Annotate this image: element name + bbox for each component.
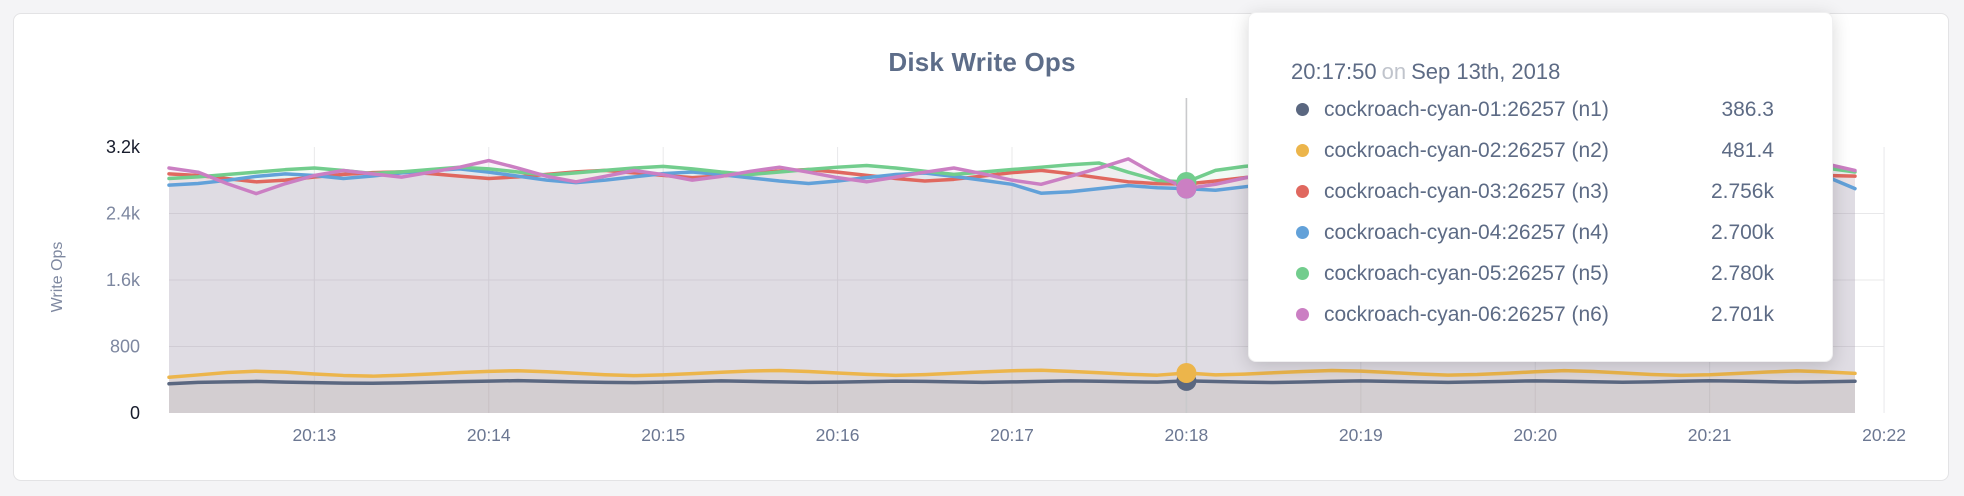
tooltip: 20:17:50 on Sep 13th, 2018 cockroach-cyan-… <box>1248 12 1833 362</box>
x-axis-tick-label: 20:22 <box>1862 425 1906 445</box>
tooltip-date: Sep 13th, 2018 <box>1411 59 1561 84</box>
series-value: 386.3 <box>1721 97 1774 121</box>
x-axis-tick-label: 20:14 <box>467 425 511 445</box>
series-area-n1 <box>169 380 1856 413</box>
tooltip-row: cockroach-cyan-06:26257 (n6) 2.701k <box>1291 294 1774 335</box>
series-line-n2[interactable] <box>167 368 1857 380</box>
y-axis-tick-label: 1.6k <box>106 270 141 290</box>
hover-point-n2[interactable] <box>1176 362 1197 383</box>
x-axis-tick-label: 20:17 <box>990 425 1034 445</box>
hover-point-n6[interactable] <box>1176 178 1197 199</box>
series-color-dot <box>1296 185 1309 198</box>
y-axis-tick-label: 3.2k <box>106 137 141 157</box>
series-value: 2.701k <box>1710 302 1774 326</box>
x-axis-tick-label: 20:13 <box>292 425 336 445</box>
series-name: cockroach-cyan-04:26257 (n4) <box>1324 220 1609 244</box>
series-name: cockroach-cyan-02:26257 (n2) <box>1324 138 1609 162</box>
series-name: cockroach-cyan-05:26257 (n5) <box>1324 261 1609 285</box>
series-color-dot <box>1296 144 1309 157</box>
series-line-n1[interactable] <box>167 378 1857 386</box>
series-color-dot <box>1296 226 1309 239</box>
series-name: cockroach-cyan-06:26257 (n6) <box>1324 302 1609 326</box>
tooltip-row: cockroach-cyan-03:26257 (n3) 2.756k <box>1291 171 1774 212</box>
tooltip-conjunction: on <box>1381 59 1407 84</box>
tooltip-header: 20:17:50 on Sep 13th, 2018 <box>1291 59 1774 89</box>
x-axis-tick-label: 20:16 <box>816 425 860 445</box>
series-value: 2.780k <box>1710 261 1774 285</box>
x-axis-tick-label: 20:21 <box>1688 425 1732 445</box>
x-axis-tick-label: 20:15 <box>641 425 685 445</box>
tooltip-row: cockroach-cyan-05:26257 (n5) 2.780k <box>1291 253 1774 294</box>
y-axis-tick-label: 0 <box>130 403 140 423</box>
tooltip-row: cockroach-cyan-01:26257 (n1) 386.3 <box>1291 89 1774 130</box>
y-axis-tick-label: 800 <box>110 337 140 357</box>
series-color-dot <box>1296 267 1309 280</box>
x-axis-tick-label: 20:18 <box>1165 425 1209 445</box>
series-value: 2.756k <box>1710 179 1774 203</box>
tooltip-time: 20:17:50 <box>1291 59 1377 84</box>
tooltip-rows: cockroach-cyan-01:26257 (n1) 386.3 cockroa… <box>1291 89 1774 335</box>
series-name: cockroach-cyan-01:26257 (n1) <box>1324 97 1609 121</box>
series-name: cockroach-cyan-03:26257 (n3) <box>1324 179 1609 203</box>
x-axis-tick-label: 20:20 <box>1513 425 1557 445</box>
chart-title: Disk Write Ops <box>888 47 1076 77</box>
tooltip-row: cockroach-cyan-04:26257 (n4) 2.700k <box>1291 212 1774 253</box>
y-axis-tick-label: 2.4k <box>106 204 141 224</box>
x-axis-tick-label: 20:19 <box>1339 425 1383 445</box>
series-color-dot <box>1296 103 1309 116</box>
series-value: 481.4 <box>1721 138 1774 162</box>
tooltip-row: cockroach-cyan-02:26257 (n2) 481.4 <box>1291 130 1774 171</box>
series-value: 2.700k <box>1710 220 1774 244</box>
series-color-dot <box>1296 308 1309 321</box>
